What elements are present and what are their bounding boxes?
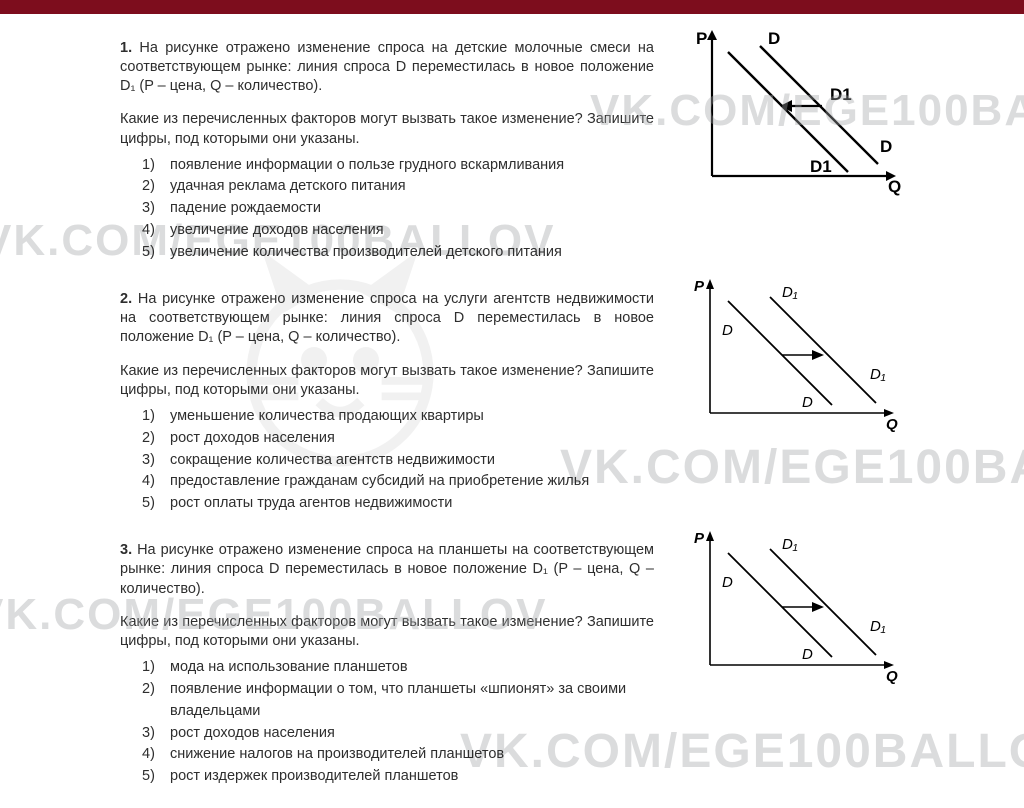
problem-intro: 2. На рисунке отражено изменение спроса …	[120, 290, 654, 347]
problem-question: Какие из перечисленных факторов могут вы…	[120, 613, 654, 651]
option: рост оплаты труда агентов недвижимости	[142, 493, 654, 515]
option: снижение налогов на производителей планш…	[142, 744, 654, 766]
problem-intro: 3. На рисунке отражено изменение спроса …	[120, 541, 654, 598]
option: мода на использование планшетов	[142, 657, 654, 679]
option: увеличение количества производителей дет…	[142, 242, 654, 264]
option: рост доходов населения	[142, 723, 654, 745]
svg-text:D: D	[880, 137, 892, 156]
problem-question: Какие из перечисленных факторов могут вы…	[120, 362, 654, 400]
options-list: уменьшение количества продающих квартиры…	[142, 406, 654, 515]
svg-text:Q: Q	[886, 416, 898, 433]
problem-1: 1. На рисунке отражено изменение спроса …	[120, 24, 904, 263]
options-list: появление информации о пользе грудного в…	[142, 155, 654, 264]
problem-3: 3. На рисунке отражено изменение спроса …	[120, 527, 904, 788]
option: появление информации о том, что планшеты…	[142, 679, 654, 723]
option: увеличение доходов населения	[142, 220, 654, 242]
svg-text:D: D	[802, 646, 813, 663]
problem-intro: 1. На рисунке отражено изменение спроса …	[120, 39, 654, 96]
svg-text:D: D	[722, 574, 733, 591]
demand-chart-2: P Q D D D₁ D₁	[682, 275, 904, 435]
option: рост издержек производителей планшетов	[142, 766, 654, 788]
svg-text:D₁: D₁	[870, 618, 886, 635]
header-bar	[0, 0, 1024, 14]
svg-text:D₁: D₁	[782, 284, 798, 301]
option: уменьшение количества продающих квартиры	[142, 406, 654, 428]
svg-text:D₁: D₁	[782, 536, 798, 553]
svg-text:P: P	[694, 278, 705, 295]
option: падение рождаемости	[142, 198, 654, 220]
option: рост доходов населения	[142, 428, 654, 450]
option: сокращение количества агентств недвижимо…	[142, 450, 654, 472]
demand-chart-1: P Q D D D1 D1	[682, 24, 904, 199]
svg-text:Q: Q	[886, 668, 898, 685]
option: появление информации о пользе грудного в…	[142, 155, 654, 177]
svg-text:D: D	[722, 322, 733, 339]
demand-chart-3: P Q D D D₁ D₁	[682, 527, 904, 687]
svg-text:D1: D1	[830, 85, 852, 104]
option: предоставление гражданам субсидий на при…	[142, 471, 654, 493]
problem-question: Какие из перечисленных факторов могут вы…	[120, 110, 654, 148]
option: удачная реклама детского питания	[142, 176, 654, 198]
svg-text:D: D	[768, 29, 780, 48]
svg-text:D: D	[802, 394, 813, 411]
svg-text:D1: D1	[810, 157, 832, 176]
problem-2: 2. На рисунке отражено изменение спроса …	[120, 275, 904, 514]
svg-text:Q: Q	[888, 177, 901, 196]
svg-text:D₁: D₁	[870, 366, 886, 383]
svg-text:P: P	[694, 530, 705, 547]
svg-text:P: P	[696, 29, 707, 48]
options-list: мода на использование планшетов появлени…	[142, 657, 654, 788]
page-content: 1. На рисунке отражено изменение спроса …	[0, 14, 1024, 808]
